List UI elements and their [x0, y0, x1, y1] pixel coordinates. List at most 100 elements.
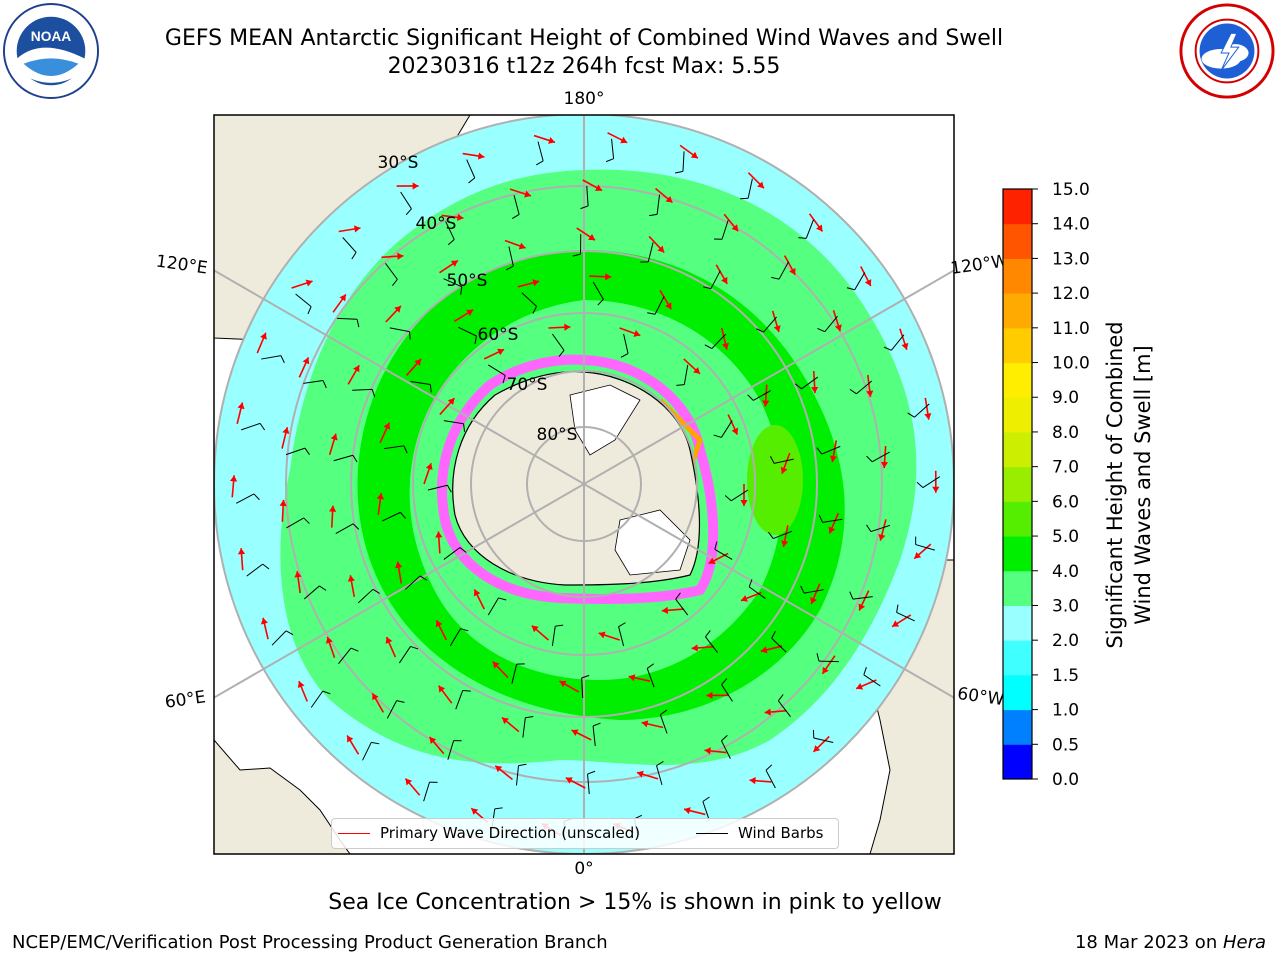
wind-barb-shaft: [774, 458, 794, 464]
colorbar-tick-label: 0.0: [1052, 770, 1079, 790]
wave-direction-arrowhead: [237, 548, 246, 555]
wave-direction-arrowhead: [757, 181, 764, 189]
wind-barb-flag: [392, 279, 398, 286]
wind-barb-shaft: [443, 278, 463, 288]
colorbar-tick-label: 7.0: [1052, 458, 1079, 478]
wind-barb-flag: [916, 481, 924, 488]
colorbar-bin: [1003, 605, 1032, 641]
sea-ice-note-text: Sea Ice Concentration > 15% is shown in …: [328, 890, 942, 915]
wind-barb-flag: [400, 512, 406, 519]
wind-barb-shaft: [515, 765, 520, 786]
wind-barb-shaft: [765, 770, 776, 789]
footer-machine: Hera: [1222, 932, 1266, 953]
wind-barb-flag: [620, 353, 629, 358]
wind-barb-shaft: [854, 272, 866, 291]
wave-direction-arrowhead: [548, 137, 555, 144]
wind-barb-flag: [463, 423, 466, 432]
wind-barb-shaft: [389, 327, 410, 333]
wind-barb-flag: [849, 591, 854, 600]
wave-direction-arrowhead: [260, 332, 267, 340]
wind-barb-shaft: [447, 740, 455, 760]
wind-barb-shaft: [705, 636, 718, 653]
latitude-label: 80°S: [537, 425, 578, 445]
wave-direction-arrowhead: [691, 644, 698, 652]
wave-direction-arrowhead: [347, 575, 355, 582]
wind-barb-shaft: [404, 575, 421, 590]
wind-barb-shaft: [818, 660, 839, 663]
wind-barb-shaft: [748, 586, 766, 599]
wave-direction-arrowhead: [864, 279, 872, 287]
footer-date-text: 18 Mar 2023 on: [1074, 932, 1223, 953]
wind-barb-flag: [371, 741, 380, 745]
wind-barb-flag: [280, 355, 285, 364]
wind-barb-shaft: [295, 293, 312, 308]
wind-barb-shaft: [310, 690, 324, 708]
colorbar-tick-label: 10.0: [1052, 354, 1090, 374]
colorbar-bin: [1003, 709, 1032, 745]
wind-barb-shaft: [303, 380, 324, 384]
wave-direction-arrowhead: [683, 807, 691, 815]
wave-direction-arrowhead: [435, 531, 443, 538]
wave-direction-arrowhead: [813, 745, 821, 752]
colorbar-bin: [1003, 640, 1032, 676]
wave-direction-arrowhead: [383, 422, 391, 430]
wind-barb-shaft: [922, 476, 941, 488]
wind-barb-shaft: [822, 518, 843, 523]
longitude-label: 60°E: [164, 687, 207, 712]
wave-direction-arrowhead: [731, 224, 739, 232]
colorbar-tick-label: 5.0: [1052, 527, 1079, 547]
wind-barb-flag: [771, 631, 776, 639]
colorbar-tick-label: 6.0: [1052, 492, 1079, 512]
wind-barb-shaft: [551, 626, 556, 647]
wind-barb-flag: [502, 375, 506, 384]
wind-barb-flag: [714, 541, 718, 550]
wave-direction-arrowhead: [429, 737, 437, 744]
wind-barb-flag: [322, 690, 331, 695]
wind-barb-shaft: [338, 647, 352, 665]
wind-barb-flag: [756, 328, 764, 333]
wave-direction-arrowhead: [665, 195, 673, 203]
meridian-line: [214, 269, 954, 699]
wave-direction-arrowhead: [924, 413, 932, 420]
ocean-max-5to6m: [747, 425, 803, 535]
wind-barb-shaft: [646, 668, 655, 688]
wind-barb-shaft: [537, 141, 544, 162]
wind-barb-shaft: [335, 523, 354, 535]
wave-direction-arrowhead: [858, 603, 866, 611]
wave-direction-arrowhead: [620, 136, 628, 144]
wind-barb-shaft: [508, 246, 514, 267]
wind-barb-flag: [581, 674, 590, 679]
wind-barb-flag: [558, 349, 565, 357]
wind-barb-shaft: [551, 333, 565, 351]
wind-barb-flag: [705, 630, 711, 638]
colorbar-bin: [1003, 674, 1032, 711]
wind-barb-flag: [262, 563, 270, 570]
wind-barb-shaft: [236, 493, 255, 504]
wind-barb-flag: [351, 252, 357, 260]
wave-direction-arrowhead: [628, 674, 636, 682]
colorbar-frame: [1002, 188, 1033, 780]
wind-barb-shaft: [618, 626, 625, 647]
wind-barb-shaft: [303, 585, 320, 600]
longitude-label: 180°: [564, 89, 605, 109]
wave-direction-arrowhead: [810, 597, 817, 604]
wind-barb-shaft: [581, 677, 584, 698]
wind-barb-shaft: [870, 524, 891, 533]
wave-direction-arrowhead: [294, 571, 302, 578]
nws-logo-icon: [1179, 3, 1275, 99]
wave-direction-arrowhead: [693, 367, 700, 374]
latitude-label: 60°S: [478, 325, 519, 345]
wave-direction-arrowhead: [532, 279, 540, 287]
wind-barb-flag: [304, 447, 310, 455]
wind-barb-shaft: [813, 737, 834, 743]
wave-direction-arrowhead: [385, 636, 393, 644]
wind-barb-flag: [410, 645, 419, 650]
colorbar-bin: [1003, 327, 1032, 364]
wind-barb-flag: [676, 384, 685, 386]
wind-barb-flag: [506, 265, 514, 271]
wind-barb-shaft: [592, 725, 596, 746]
wind-barb-flag: [253, 493, 260, 501]
legend-wave-label: Primary Wave Direction (unscaled): [380, 824, 641, 842]
wave-direction-arrowhead: [636, 770, 644, 778]
wind-barb-flag: [660, 709, 668, 716]
